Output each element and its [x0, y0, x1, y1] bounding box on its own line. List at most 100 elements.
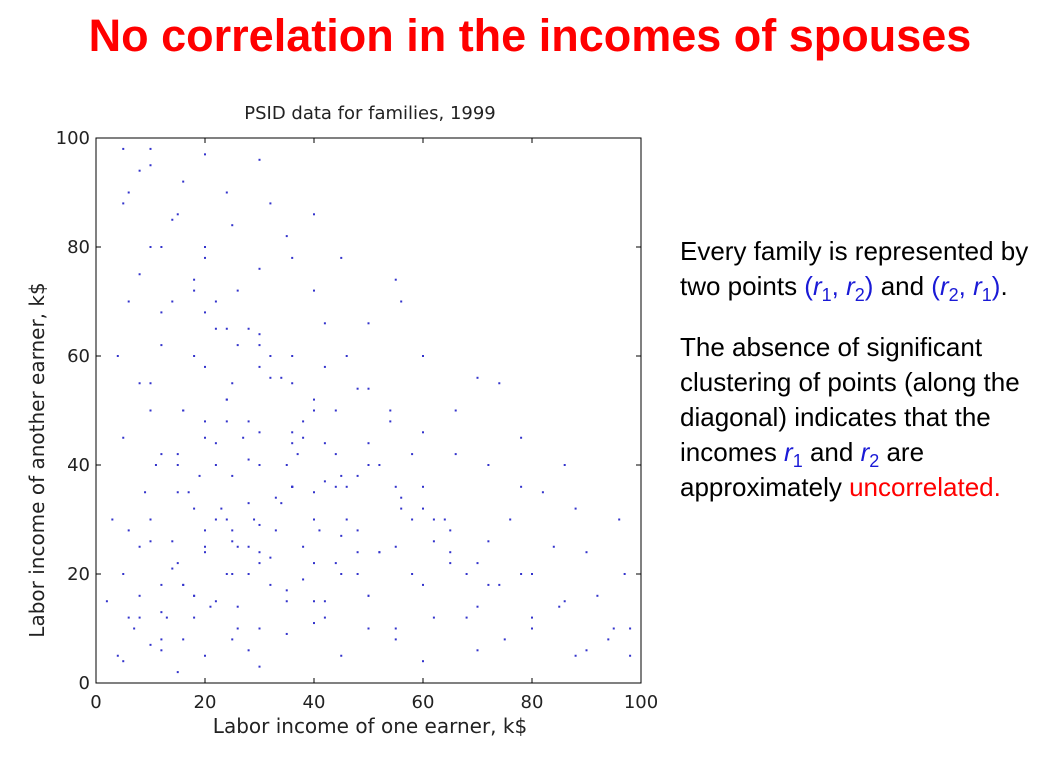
- data-point: [182, 583, 185, 586]
- x-tick-label: 0: [90, 692, 101, 713]
- data-point: [422, 583, 424, 586]
- data-point: [204, 551, 206, 554]
- data-point: [138, 273, 141, 276]
- data-point: [291, 355, 294, 357]
- data-point: [323, 480, 326, 483]
- data-point: [323, 365, 326, 368]
- y-tick-label: 80: [67, 237, 90, 258]
- explanation-text: and: [873, 271, 932, 301]
- data-point: [138, 169, 141, 172]
- data-point: [274, 496, 277, 499]
- data-point: [258, 551, 261, 554]
- data-point: [149, 409, 152, 412]
- data-point: [432, 540, 435, 543]
- data-point: [258, 464, 261, 466]
- points-layer: [105, 147, 632, 674]
- data-point: [165, 616, 168, 619]
- data-point: [356, 474, 359, 477]
- data-point: [334, 453, 337, 456]
- data-point: [182, 180, 185, 183]
- data-point: [476, 376, 479, 379]
- data-point: [204, 436, 206, 439]
- data-point: [193, 616, 196, 619]
- data-point: [296, 453, 299, 456]
- data-point: [323, 442, 326, 445]
- data-point: [209, 605, 212, 608]
- data-point: [285, 632, 288, 635]
- data-point: [258, 158, 261, 161]
- data-point: [247, 458, 250, 461]
- slide-title: No correlation in the incomes of spouses: [88, 10, 972, 61]
- data-point: [291, 256, 294, 259]
- data-point: [193, 594, 196, 597]
- data-point: [187, 491, 190, 494]
- data-point: [503, 638, 506, 641]
- data-point: [356, 573, 359, 575]
- data-point: [204, 256, 206, 259]
- data-point: [313, 562, 315, 565]
- y-tick-label: 40: [67, 455, 90, 476]
- data-point: [171, 567, 174, 570]
- data-point: [318, 529, 321, 532]
- data-point: [487, 540, 490, 543]
- data-point: [394, 278, 397, 281]
- data-point: [247, 545, 250, 548]
- data-point: [231, 573, 234, 575]
- data-point: [498, 382, 501, 385]
- income-pair-r1-r2: (r1, r2): [804, 271, 874, 305]
- data-point: [160, 638, 163, 641]
- x-tick-label: 100: [624, 692, 658, 713]
- data-point: [247, 502, 250, 505]
- data-point: [236, 605, 239, 608]
- data-point: [285, 464, 288, 466]
- data-point: [225, 398, 228, 401]
- data-point: [236, 289, 239, 292]
- data-point: [334, 409, 337, 412]
- data-point: [176, 213, 179, 216]
- data-point: [340, 534, 343, 537]
- data-point: [182, 638, 185, 641]
- data-point: [138, 594, 141, 597]
- data-point: [313, 289, 315, 292]
- data-point: [285, 589, 288, 592]
- data-point: [122, 202, 125, 205]
- data-point: [149, 643, 152, 646]
- data-point: [291, 382, 294, 385]
- data-point: [563, 600, 566, 603]
- data-point: [269, 376, 272, 379]
- data-point: [612, 627, 615, 630]
- data-point: [487, 464, 490, 466]
- income-pair-r2-r1: (r2, r1): [931, 271, 1001, 305]
- data-point: [247, 420, 250, 423]
- scatter-chart: PSID data for families, 1999 0 20 40 60 80 10…: [25, 103, 659, 738]
- data-point: [127, 191, 130, 194]
- data-point: [176, 464, 179, 466]
- data-point: [345, 485, 348, 488]
- data-point: [149, 147, 152, 150]
- data-point: [204, 153, 206, 156]
- data-point: [596, 594, 599, 597]
- data-point: [411, 453, 414, 456]
- data-point: [204, 246, 206, 248]
- data-point: [291, 431, 294, 434]
- data-point: [574, 654, 577, 657]
- data-point: [340, 474, 343, 477]
- data-point: [236, 344, 239, 347]
- axis-ticks: 0 20 40 60 80 100 0 20 40 60 80 100: [56, 128, 659, 713]
- data-point: [160, 344, 163, 347]
- data-point: [231, 382, 234, 385]
- data-point: [214, 442, 217, 445]
- data-point: [476, 649, 479, 652]
- data-point: [242, 436, 245, 439]
- data-point: [454, 409, 457, 412]
- data-point: [269, 202, 272, 205]
- data-point: [313, 518, 315, 521]
- data-point: [258, 665, 261, 668]
- data-point: [193, 289, 196, 292]
- data-point: [258, 333, 261, 336]
- income-r2: r2: [860, 437, 880, 471]
- data-point: [171, 218, 174, 221]
- data-point: [378, 464, 381, 466]
- data-point: [258, 523, 261, 526]
- data-point: [138, 545, 141, 548]
